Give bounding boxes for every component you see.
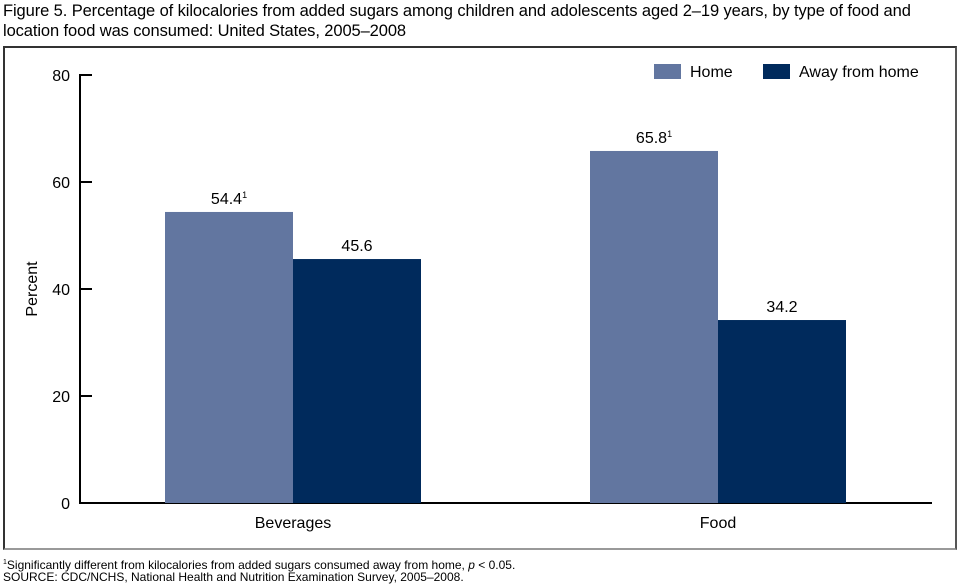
bar-value-label: 45.6 (341, 238, 372, 255)
bar-value: 54.4 (211, 191, 242, 208)
footnote-text-before: Significantly different from kilocalorie… (6, 558, 469, 572)
figure-title: Figure 5. Percentage of kilocalories fro… (3, 2, 911, 40)
bar-value-label: 65.81 (636, 129, 672, 147)
y-tick-label: 0 (61, 496, 70, 513)
bar-value: 34.2 (766, 299, 797, 316)
bar-away-from-home-beverages (293, 259, 421, 503)
legend-label: Away from home (799, 64, 919, 81)
legend-swatch-home (654, 64, 681, 79)
bar-value-label: 54.41 (211, 190, 247, 208)
source-note: SOURCE: CDC/NCHS, National Health and Nu… (3, 570, 464, 584)
bar-value-label: 34.2 (766, 299, 797, 316)
significance-marker: 1 (667, 129, 672, 139)
legend: Home Away from home (654, 64, 919, 81)
bar-home-food (590, 150, 718, 503)
footnote-significance: 1Significantly different from kilocalori… (3, 556, 515, 572)
y-tick-label: 40 (52, 282, 70, 299)
axes: 0 20 40 60 80 Beverages Food (52, 68, 932, 532)
legend-swatch-away-from-home (763, 64, 790, 79)
significance-marker: 1 (242, 190, 247, 200)
footnote-p: p (468, 558, 475, 572)
chart-frame (3, 46, 957, 550)
y-tick-label: 80 (52, 68, 70, 85)
bar-home-beverages (165, 211, 293, 503)
y-axis-label: Percent (24, 261, 41, 317)
x-tick-label: Beverages (255, 515, 332, 532)
bar-away-from-home-food (718, 320, 846, 503)
x-tick-label: Food (700, 515, 736, 532)
bar-value: 45.6 (341, 238, 372, 255)
y-tick-label: 60 (52, 175, 70, 192)
footnote-text-after: < 0.05. (474, 558, 516, 572)
bars (165, 150, 846, 503)
legend-label: Home (690, 64, 733, 81)
footnote-marker: 1 (3, 559, 7, 566)
y-tick-label: 20 (52, 389, 70, 406)
bar-value: 65.8 (636, 130, 667, 147)
